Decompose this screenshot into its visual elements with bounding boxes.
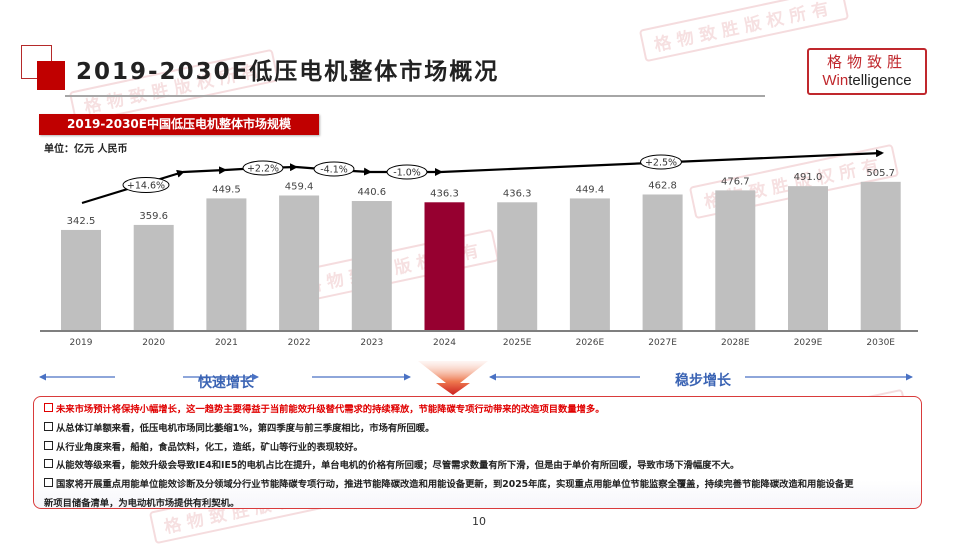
square-bullet-icon [44, 440, 53, 450]
note-item: 未来市场预计将保持小幅增长，这一趋势主要得益于当前能效升级替代需求的持续释放，节… [44, 401, 914, 420]
x-axis-tick-label: 2022 [288, 338, 311, 348]
x-axis-tick-label: 2026E [576, 338, 605, 348]
bar-chart: 342.5 2019 359.6 2020 449.5 2021 459.4 2022 440.… [40, 149, 918, 348]
phase-label-steady-growth: 稳步增长 [675, 373, 731, 389]
bar-2026E [569, 198, 610, 331]
phase-label-rapid-growth: 快速增长 [198, 375, 254, 391]
unit-label: 单位：亿元 人民币 [44, 144, 128, 155]
x-axis-tick-label: 2027E [648, 338, 677, 348]
growth-rate-label: +2.2% [247, 164, 279, 175]
bar-2028E [715, 190, 756, 331]
title-decoration-fill [37, 61, 65, 90]
logo-en-prefix: Win [822, 72, 849, 89]
chart-title-banner: 2019-2030E中国低压电机整体市场规模 [39, 114, 319, 135]
company-logo: 格物致胜 Wintelligence [807, 48, 927, 95]
square-bullet-icon [44, 403, 53, 412]
square-bullet-icon [44, 478, 53, 488]
growth-rate-badge [122, 177, 170, 193]
x-axis-tick-label: 2028E [721, 338, 750, 348]
bar-2022 [279, 195, 320, 331]
note-text: 从行业角度来看，船舶，食品饮料，化工，造纸，矿山等行业的表现较好。 [56, 441, 363, 453]
growth-rate-badge [313, 161, 355, 177]
growth-trend-arrows: +14.6% +2.2% -4.1% -1.0% +2.5% [81, 149, 884, 205]
bar-value-label: 359.6 [139, 211, 168, 222]
page-number: 10 [472, 515, 486, 528]
note-text: 未来市场预计将保持小幅增长，这一趋势主要得益于当前能效升级替代需求的持续释放，节… [56, 404, 605, 415]
growth-rate-label: -1.0% [393, 168, 421, 179]
bar-2027E [642, 194, 683, 331]
bar-2021 [206, 198, 247, 331]
bars-group: 342.5 2019 359.6 2020 449.5 2021 459.4 2022 440.… [61, 168, 901, 348]
logo-english-text: Wintelligence [809, 72, 925, 90]
note-text: 从能效等级来看，能效升级会导致IE4和IE5的电机占比在提升，单台电机的价格有所… [56, 460, 740, 472]
growth-rate-label: -4.1% [320, 165, 348, 176]
x-axis-tick-label: 2029E [794, 338, 823, 348]
title-divider [65, 95, 765, 97]
note-text: 国家将开展重点用能单位能效诊断及分领域分行业节能降碳专项行动，推进节能降碳改造和… [56, 479, 854, 491]
note-item: 国家将开展重点用能单位能效诊断及分领域分行业节能降碳专项行动，推进节能降碳改造和… [44, 476, 914, 495]
note-item: 从总体订单额来看，低压电机市场同比萎缩1%，第四季度与前三季度相比，市场有所回暖… [44, 420, 914, 439]
bar-value-label: 462.8 [648, 180, 677, 191]
x-axis-tick-label: 2019 [70, 338, 93, 348]
notes-list: 未来市场预计将保持小幅增长，这一趋势主要得益于当前能效升级替代需求的持续释放，节… [44, 401, 914, 514]
growth-rate-badge [242, 160, 284, 176]
down-arrow-icon [418, 361, 488, 395]
growth-rate-badge [386, 164, 428, 180]
bar-value-label: 491.0 [794, 172, 823, 183]
bar-2029E [788, 186, 828, 331]
growth-rate-label: +2.5% [645, 158, 677, 169]
note-item: 从行业角度来看，船舶，食品饮料，化工，造纸，矿山等行业的表现较好。 [44, 439, 914, 458]
note-item: 新项目储备清单，为电动机市场提供有利契机。 [44, 495, 914, 514]
note-text: 新项目储备清单，为电动机市场提供有利契机。 [44, 497, 240, 509]
note-item: 从能效等级来看，能效升级会导致IE4和IE5的电机占比在提升，单台电机的价格有所… [44, 457, 914, 476]
phase-arrows [39, 361, 913, 395]
bar-2025E [497, 202, 538, 331]
bar-2024 [424, 202, 465, 331]
bar-value-label: 436.3 [503, 188, 532, 199]
notes-panel [33, 396, 922, 509]
growth-rate-label: +14.6% [127, 181, 165, 192]
bar-value-label: 449.5 [212, 184, 241, 195]
bar-2020 [133, 224, 174, 331]
x-axis-tick-label: 2025E [503, 338, 532, 348]
square-bullet-icon [44, 459, 53, 469]
note-text: 从总体订单额来看，低压电机市场同比萎缩1%，第四季度与前三季度相比，市场有所回暖… [56, 422, 435, 434]
square-bullet-icon [44, 421, 53, 431]
growth-rate-badge [640, 154, 682, 170]
bar-value-label: 342.5 [67, 216, 96, 227]
bar-value-label: 505.7 [866, 168, 895, 179]
page-title: 2019-2030E低压电机整体市场概况 [76, 59, 500, 85]
bar-value-label: 440.6 [357, 187, 386, 198]
bar-2030E [860, 181, 901, 331]
x-axis-tick-label: 2021 [215, 338, 238, 348]
logo-en-suffix: telligence [848, 72, 912, 89]
bar-value-label: 459.4 [285, 181, 314, 192]
trend-arrow [182, 166, 227, 175]
x-axis-tick-label: 2020 [142, 338, 165, 348]
bar-2019 [61, 229, 101, 331]
bar-value-label: 436.3 [430, 188, 459, 199]
bar-value-label: 476.7 [721, 176, 750, 187]
x-axis-tick-label: 2024 [433, 338, 456, 348]
bar-value-label: 449.4 [576, 184, 605, 195]
bar-2023 [351, 201, 392, 331]
x-axis-tick-label: 2023 [360, 338, 383, 348]
x-axis-tick-label: 2030E [866, 338, 895, 348]
logo-chinese-text: 格物致胜 [826, 53, 907, 71]
